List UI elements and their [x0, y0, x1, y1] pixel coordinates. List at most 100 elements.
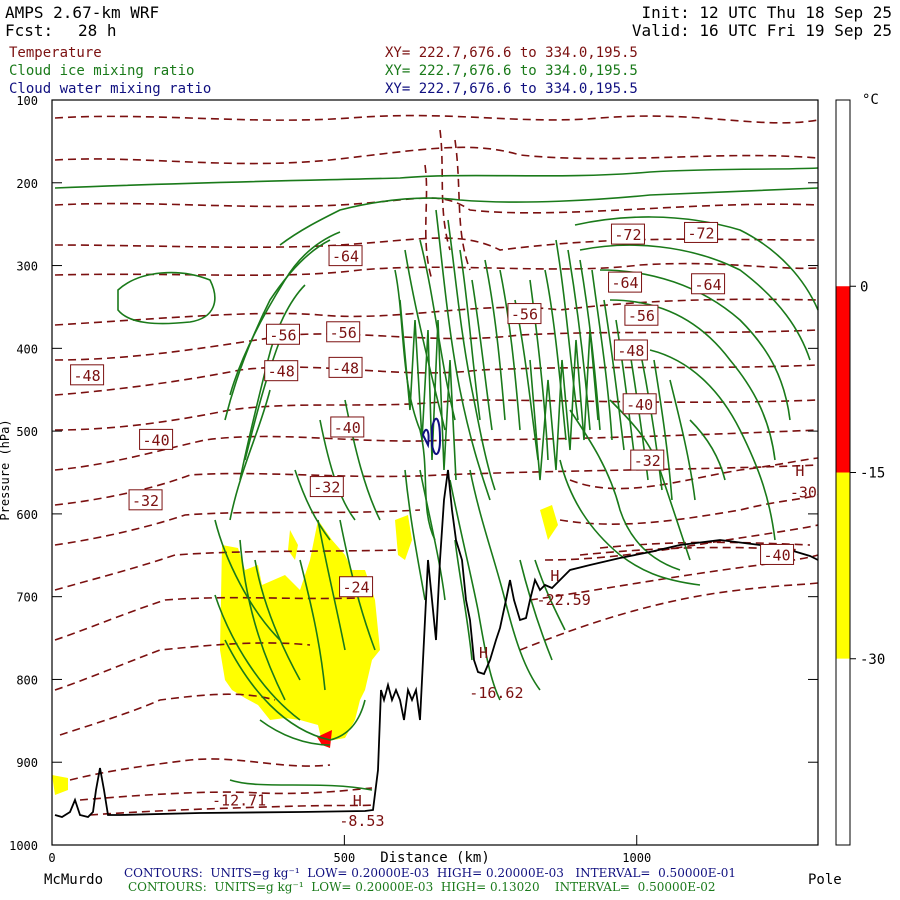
yellow-fill-small-2	[395, 515, 412, 560]
extrema-marker: H	[550, 567, 559, 585]
temperature-label: -22.59	[537, 591, 591, 609]
temperature-label-box	[684, 221, 719, 243]
temperature-label-box	[265, 323, 300, 345]
temperature-label: -56	[330, 324, 357, 342]
temperature-label: -12.71	[212, 791, 266, 809]
temperature-label: -40	[626, 396, 653, 414]
model-title: AMPS 2.67-km WRF	[5, 3, 160, 22]
var-water-name: Cloud water mixing ratio	[9, 81, 212, 97]
x-tick-label: 500	[334, 851, 356, 865]
forecast-hour: 28 h	[78, 21, 117, 40]
colorbar: 0 -15 -30	[835, 99, 885, 846]
temperature-label-box	[328, 245, 363, 267]
x-tick-label: 1000	[622, 851, 651, 865]
temperature-label-box	[309, 476, 344, 498]
temperature-label-box	[326, 321, 361, 343]
var-ice-xy: XY= 222.7,676.6 to 334.0,195.5	[385, 63, 638, 79]
footer-ice-contours: CONTOURS: UNITS=g kg⁻¹ LOW= 0.20000E-03 …	[128, 880, 716, 894]
fill-regions	[52, 505, 558, 795]
y-axis: 100 200 300 400 500 600 700 800 900 1000	[9, 94, 818, 853]
temperature-label-box	[691, 273, 726, 295]
temperature-label: -48	[268, 363, 295, 381]
temperature-label: -56	[511, 306, 538, 324]
y-tick-label: 500	[16, 425, 38, 439]
extrema-markers: H H H H	[353, 462, 805, 810]
extrema-marker: H	[479, 644, 488, 662]
colorbar-segment	[836, 100, 850, 287]
temperature-label-box	[610, 223, 645, 245]
colorbar-segment	[836, 658, 850, 845]
temperature-label: -24	[343, 579, 370, 597]
yellow-fill-small-1	[288, 530, 298, 560]
colorbar-tick-label: -30	[860, 652, 885, 668]
var-temperature-xy: XY= 222.7,676.6 to 334.0,195.5	[385, 45, 638, 61]
terrain-profile	[54, 469, 819, 818]
temperature-label-box	[624, 304, 659, 326]
plot-frame	[51, 99, 819, 846]
var-water-xy: XY= 222.7,676.6 to 334.0,195.5	[385, 81, 638, 97]
init-time: Init: 12 UTC Thu 18 Sep 25	[641, 3, 892, 22]
var-temperature-name: Temperature	[9, 45, 102, 61]
temperature-labels: -64 -72 -72 -64 -64 -56 -56 -56 -56 -48 -48 -48 -48 -…	[70, 221, 817, 830]
extrema-marker: H	[353, 792, 362, 810]
temperature-label-box	[608, 271, 643, 293]
extrema-marker: H	[795, 462, 804, 480]
colorbar-tick-label: -15	[860, 466, 885, 482]
y-tick-label: 600	[16, 508, 38, 522]
temperature-label-box	[760, 543, 795, 565]
forecast-label: Fcst:	[5, 21, 54, 40]
temperature-label: -40	[334, 419, 361, 437]
yellow-fill-large	[220, 520, 380, 742]
temperature-label-box	[622, 393, 657, 415]
temperature-label: -48	[617, 342, 644, 360]
y-tick-label: 700	[16, 591, 38, 605]
temperature-label: -40	[143, 431, 170, 449]
temperature-label-box	[507, 303, 542, 325]
colorbar-tick-label: 0	[860, 279, 868, 295]
temperature-label: -72	[614, 226, 641, 244]
colorbar-unit: °C	[862, 92, 879, 108]
x-axis-label: Distance (km)	[380, 850, 490, 866]
temperature-label-box	[339, 576, 374, 598]
yellow-fill-small-3	[540, 505, 558, 540]
temperature-label: -16.62	[469, 684, 523, 702]
temperature-label: -48	[332, 359, 359, 377]
x-endpoint-right: Pole	[808, 872, 842, 888]
temperature-label-box	[330, 416, 365, 438]
temperature-label: -32	[132, 492, 159, 510]
y-tick-label: 1000	[9, 839, 38, 853]
y-tick-label: 200	[16, 177, 38, 191]
temperature-label-box	[264, 360, 299, 382]
temperature-label: -64	[332, 248, 359, 266]
y-axis-label: Pressure (hPa)	[0, 419, 12, 520]
y-tick-label: 800	[16, 673, 38, 687]
temperature-label: -32	[313, 479, 340, 497]
colorbar-segment	[836, 286, 850, 473]
temperature-label: -40	[764, 546, 791, 564]
temperature-label: -64	[695, 276, 722, 294]
temperature-label: -32	[634, 452, 661, 470]
temperature-label-box	[70, 364, 105, 386]
colorbar-segment	[836, 472, 850, 659]
temperature-label-box	[630, 449, 665, 471]
temperature-label: -30	[790, 484, 817, 502]
y-tick-label: 100	[16, 94, 38, 108]
y-tick-label: 300	[16, 260, 38, 274]
temperature-label-box	[613, 339, 648, 361]
temperature-label-box	[139, 428, 174, 450]
temperature-label: -56	[269, 326, 296, 344]
temperature-label-box	[328, 356, 363, 378]
temperature-label: -8.53	[339, 812, 384, 830]
temperature-label: -56	[628, 307, 655, 325]
x-endpoint-left: McMurdo	[44, 872, 103, 888]
temperature-label-box	[128, 489, 163, 511]
temperature-label: -48	[74, 367, 101, 385]
cloud-water-contours	[421, 417, 442, 455]
var-ice-name: Cloud ice mixing ratio	[9, 63, 195, 79]
temperature-label: -64	[611, 274, 638, 292]
valid-time: Valid: 16 UTC Fri 19 Sep 25	[631, 21, 892, 40]
y-tick-label: 900	[16, 756, 38, 770]
cloud-ice-contours	[54, 167, 819, 791]
y-tick-label: 400	[16, 342, 38, 356]
